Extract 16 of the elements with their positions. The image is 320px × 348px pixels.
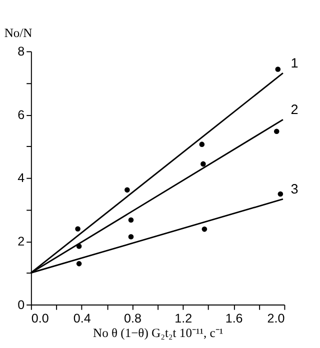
x-tick-label: 0.0 bbox=[31, 311, 49, 326]
y-tick-label: 8 bbox=[18, 44, 25, 59]
y-axis-title: No/N bbox=[4, 26, 32, 40]
x-tick-label: 2.0 bbox=[267, 311, 285, 326]
series-label: 3 bbox=[290, 181, 298, 196]
series-label: 1 bbox=[290, 55, 298, 70]
x-axis-title: No θ (1−θ) G₂t₂t 10⁻¹¹, c⁻¹ bbox=[93, 326, 224, 340]
x-tick-label: 0.8 bbox=[124, 311, 142, 326]
x-tick-label: 1.2 bbox=[174, 311, 192, 326]
y-tick-label: 2 bbox=[18, 234, 25, 249]
y-tick-label: 0 bbox=[18, 298, 25, 312]
y-tick-label: 6 bbox=[18, 108, 25, 122]
x-tick-label: 0.4 bbox=[73, 311, 91, 326]
x-tick-label: 1.6 bbox=[225, 311, 243, 326]
series-label: 2 bbox=[290, 102, 298, 117]
y-tick-label: 4 bbox=[18, 171, 25, 186]
